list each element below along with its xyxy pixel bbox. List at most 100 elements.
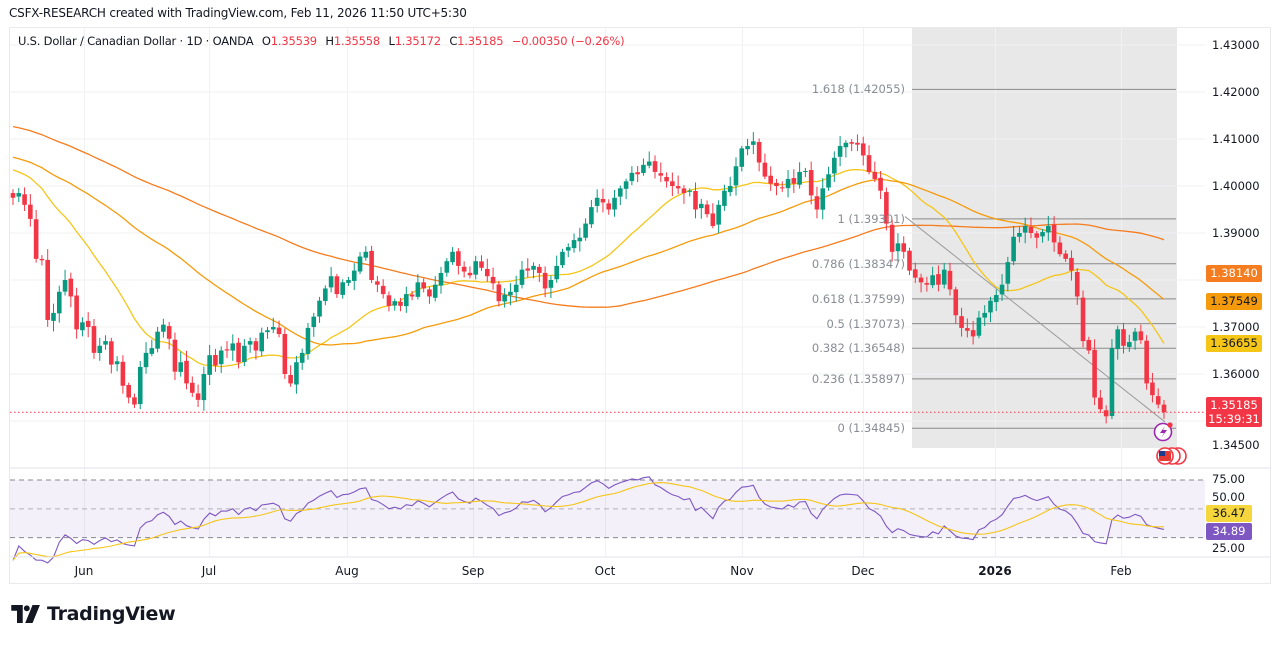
candle-body: [768, 175, 773, 184]
candle-body: [652, 161, 658, 172]
candle-body: [583, 223, 588, 238]
rsi-tick: 25.00: [1212, 541, 1245, 555]
candle: [832, 151, 837, 182]
candle-body: [525, 268, 531, 271]
candle: [299, 348, 305, 370]
high-value: 1.35558: [333, 34, 380, 48]
candle-body: [1103, 410, 1109, 417]
candle: [646, 151, 652, 169]
candle-body: [334, 276, 340, 295]
price-tick: 1.41000: [1212, 132, 1260, 146]
candle: [745, 138, 750, 156]
candle-body: [190, 382, 195, 393]
candle: [542, 266, 548, 298]
fib-label: 0.618 (1.37599): [811, 291, 905, 306]
candle-body: [855, 142, 860, 145]
candle: [190, 376, 195, 397]
candle: [768, 166, 773, 191]
candle-body: [432, 284, 438, 298]
ma-long-badge: 1.38140: [1206, 264, 1262, 282]
candle: [670, 172, 675, 197]
candle-body: [803, 170, 808, 172]
candle: [16, 187, 22, 203]
candle-body: [161, 324, 166, 332]
candle-body: [207, 355, 212, 375]
high-label: H: [325, 34, 334, 48]
candle-body: [224, 349, 230, 351]
tradingview-logo[interactable]: TradingView: [11, 603, 176, 625]
candle: [970, 321, 976, 345]
candle-body: [363, 251, 369, 258]
candle: [1051, 216, 1057, 252]
candle: [571, 233, 577, 253]
candle-body: [242, 345, 247, 362]
candle-body: [808, 170, 814, 196]
rsi-ma-badge: 36.47: [1206, 505, 1252, 522]
candle-body: [398, 301, 403, 306]
candle: [97, 337, 103, 361]
candle-body: [103, 341, 108, 345]
candle-body: [508, 291, 513, 296]
candle-body: [779, 187, 785, 189]
candle: [912, 262, 918, 283]
candle-body: [1144, 340, 1149, 384]
fib-label: 0.786 (1.38347): [811, 256, 905, 271]
ma-mid-badge: 1.37549: [1206, 292, 1262, 310]
candle-body: [560, 251, 565, 266]
candle-body: [80, 322, 85, 331]
candle-body: [51, 312, 56, 321]
candle-body: [1057, 242, 1063, 255]
candle-body: [936, 274, 941, 285]
candle: [762, 153, 768, 180]
candle-body: [797, 171, 802, 185]
candle-body: [276, 327, 282, 335]
candle: [1017, 226, 1022, 243]
candle-body: [132, 397, 137, 405]
candle-body: [68, 278, 74, 297]
candle-body: [791, 178, 797, 184]
candle: [988, 296, 993, 323]
candle-body: [311, 316, 317, 328]
candle: [490, 267, 496, 290]
candle: [918, 273, 924, 293]
candle: [398, 297, 403, 312]
candle-body: [953, 289, 959, 316]
rsi-tick: 75.00: [1212, 472, 1245, 486]
candle: [907, 247, 912, 276]
candle: [74, 287, 79, 339]
candle: [1057, 236, 1063, 257]
candle: [936, 265, 941, 292]
candle-body: [519, 269, 525, 285]
candle: [681, 185, 687, 204]
candle: [999, 274, 1005, 301]
candle: [270, 317, 276, 334]
candle-body: [97, 345, 103, 354]
candle: [224, 341, 230, 358]
price-tick: 1.34500: [1212, 437, 1260, 452]
candle-body: [589, 207, 594, 225]
symbol-title[interactable]: U.S. Dollar / Canadian Dollar · 1D · OAN…: [18, 34, 254, 48]
candle: [502, 288, 507, 308]
candle: [577, 227, 583, 252]
chart-frame: [9, 27, 1271, 584]
rsi-line: [12, 476, 1165, 564]
candle-body: [380, 285, 386, 295]
candle-body: [149, 348, 155, 354]
fib-label: 0.5 (1.37073): [826, 316, 905, 331]
candle: [456, 248, 461, 275]
candle-body: [39, 258, 45, 261]
candle-body: [502, 295, 507, 302]
candle-body: [612, 197, 617, 210]
candle-body: [126, 385, 131, 398]
candle: [537, 264, 542, 282]
candle: [1109, 339, 1115, 420]
candle: [901, 236, 907, 259]
candle-body: [618, 188, 623, 197]
candle: [450, 247, 455, 265]
candle-body: [947, 270, 953, 290]
candle-body: [594, 197, 600, 206]
candle-body: [490, 276, 496, 284]
candle: [311, 312, 317, 337]
candle: [68, 272, 74, 308]
